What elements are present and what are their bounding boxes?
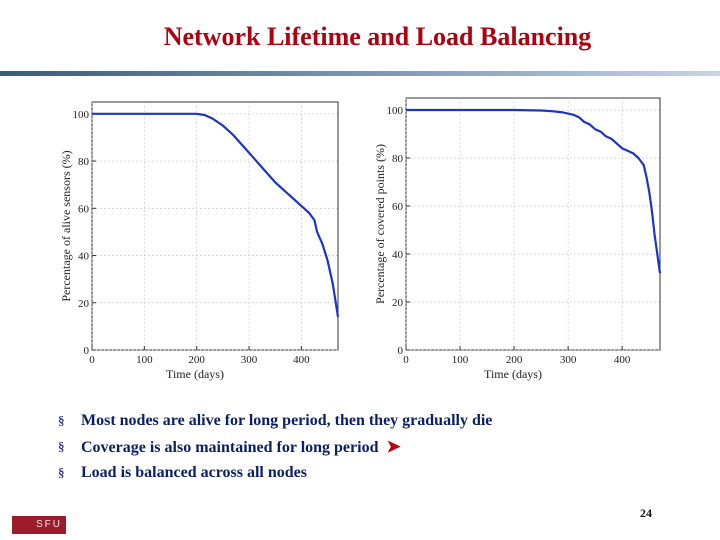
x-tick-label: 100 — [452, 354, 469, 366]
bullet-marker: § — [58, 439, 65, 454]
series-line — [406, 108, 662, 274]
bullet-text: Load is balanced across all nodes — [81, 464, 307, 481]
x-tick-label: 300 — [241, 354, 258, 366]
x-tick-label: 200 — [506, 354, 523, 366]
y-tick-label: 80 — [78, 156, 90, 168]
title-divider — [0, 71, 720, 76]
y-tick-label: 60 — [78, 203, 90, 215]
y-tick-label: 0 — [84, 345, 90, 357]
y-tick-label: 0 — [398, 345, 404, 357]
x-tick-label: 0 — [403, 354, 409, 366]
plot-frame — [405, 97, 661, 351]
page-number: 24 — [640, 506, 652, 520]
arrow-right-icon: ➤ — [386, 437, 401, 456]
bullet-item: § Coverage is also maintained for long p… — [58, 436, 698, 462]
x-axis-label: Time (days) — [484, 367, 542, 381]
y-tick-label: 40 — [78, 251, 90, 263]
x-tick-label: 400 — [614, 354, 631, 366]
slide-title: Network Lifetime and Load Balancing — [163, 22, 592, 51]
y-tick-label: 60 — [392, 201, 404, 213]
sfu-logo: SFU — [12, 516, 66, 534]
y-axis-label: Percentage of covered points (%) — [373, 144, 387, 304]
series-line — [92, 112, 340, 318]
x-tick-label: 400 — [293, 354, 310, 366]
x-tick-label: 0 — [89, 354, 95, 366]
bullet-item: § Load is balanced across all nodes — [58, 462, 698, 488]
bullet-item: § Most nodes are alive for long period, … — [58, 410, 698, 436]
covered-points-chart: 0 100 200 300 400 0 20 40 60 80 100 Time (days) Perc… — [373, 97, 662, 381]
y-tick-label: 40 — [392, 249, 404, 261]
x-axis-label: Time (days) — [166, 367, 224, 381]
y-tick-label: 100 — [387, 105, 404, 117]
y-tick-label: 80 — [392, 153, 404, 165]
x-tick-label: 200 — [188, 354, 205, 366]
bullet-text: Coverage is also maintained for long per… — [81, 439, 379, 456]
plot-frame — [91, 101, 339, 351]
y-tick-label: 100 — [73, 109, 90, 121]
bullet-marker: § — [58, 465, 65, 480]
alive-sensors-chart: 0 100 200 300 400 0 20 40 60 80 100 Time (days) Perc… — [59, 101, 340, 381]
bullet-marker: § — [58, 413, 65, 428]
y-tick-label: 20 — [392, 297, 404, 309]
y-tick-label: 20 — [78, 298, 90, 310]
bullet-list: § Most nodes are alive for long period, … — [58, 410, 698, 488]
x-tick-label: 100 — [136, 354, 153, 366]
bullet-text: Most nodes are alive for long period, th… — [81, 412, 493, 429]
x-tick-label: 300 — [560, 354, 577, 366]
y-axis-label: Percentage of alive sensors (%) — [59, 150, 73, 301]
